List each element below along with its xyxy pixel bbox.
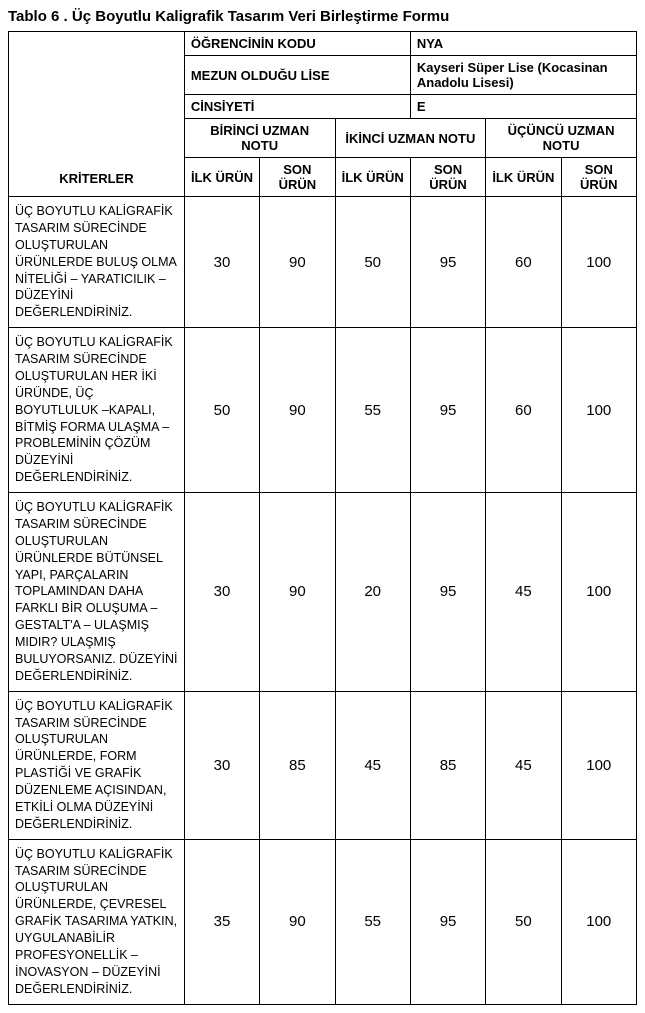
cell-value: 55 <box>335 328 410 493</box>
table-row: ÜÇ BOYUTLU KALİGRAFİK TASARIM SÜRECİNDE … <box>9 328 637 493</box>
expert2-header: İKİNCİ UZMAN NOTU <box>335 119 486 158</box>
cell-value: 90 <box>260 839 335 1004</box>
cell-value: 55 <box>335 839 410 1004</box>
cell-value: 90 <box>260 197 335 328</box>
cell-value: 100 <box>561 197 636 328</box>
cell-value: 90 <box>260 493 335 692</box>
student-code-label: ÖĞRENCİNİN KODU <box>184 32 410 56</box>
school-label: MEZUN OLDUĞU LİSE <box>184 56 410 95</box>
cell-value: 50 <box>335 197 410 328</box>
table-row: ÜÇ BOYUTLU KALİGRAFİK TASARIM SÜRECİNDE … <box>9 197 637 328</box>
criterion-text: ÜÇ BOYUTLU KALİGRAFİK TASARIM SÜRECİNDE … <box>9 197 185 328</box>
first-prod-header: İLK ÜRÜN <box>184 158 259 197</box>
cell-value: 35 <box>184 839 259 1004</box>
cell-value: 85 <box>410 691 485 839</box>
criterion-text: ÜÇ BOYUTLU KALİGRAFİK TASARIM SÜRECİNDE … <box>9 839 185 1004</box>
cell-value: 50 <box>486 839 561 1004</box>
cell-value: 100 <box>561 691 636 839</box>
student-code-value: NYA <box>410 32 636 56</box>
cell-value: 95 <box>410 839 485 1004</box>
gender-label: CİNSİYETİ <box>184 95 410 119</box>
cell-value: 30 <box>184 691 259 839</box>
criterion-text: ÜÇ BOYUTLU KALİGRAFİK TASARIM SÜRECİNDE … <box>9 328 185 493</box>
criteria-header: KRİTERLER <box>9 32 185 197</box>
criterion-text: ÜÇ BOYUTLU KALİGRAFİK TASARIM SÜRECİNDE … <box>9 691 185 839</box>
cell-value: 30 <box>184 197 259 328</box>
cell-value: 100 <box>561 328 636 493</box>
criterion-text: ÜÇ BOYUTLU KALİGRAFİK TASARIM SÜRECİNDE … <box>9 493 185 692</box>
table-row: ÜÇ BOYUTLU KALİGRAFİK TASARIM SÜRECİNDE … <box>9 691 637 839</box>
expert1-header: BİRİNCİ UZMAN NOTU <box>184 119 335 158</box>
cell-value: 20 <box>335 493 410 692</box>
table-title: Tablo 6 . Üç Boyutlu Kaligrafik Tasarım … <box>8 8 637 25</box>
cell-value: 95 <box>410 197 485 328</box>
cell-value: 95 <box>410 328 485 493</box>
cell-value: 85 <box>260 691 335 839</box>
table-row: ÜÇ BOYUTLU KALİGRAFİK TASARIM SÜRECİNDE … <box>9 839 637 1004</box>
last-prod-header: SON ÜRÜN <box>410 158 485 197</box>
last-prod-header: SON ÜRÜN <box>260 158 335 197</box>
cell-value: 60 <box>486 197 561 328</box>
cell-value: 95 <box>410 493 485 692</box>
school-value: Kayseri Süper Lise (Kocasinan Anadolu Li… <box>410 56 636 95</box>
data-table: KRİTERLER ÖĞRENCİNİN KODU NYA MEZUN OLDU… <box>8 31 637 1005</box>
gender-value: E <box>410 95 636 119</box>
first-prod-header: İLK ÜRÜN <box>335 158 410 197</box>
cell-value: 45 <box>486 493 561 692</box>
last-prod-header: SON ÜRÜN <box>561 158 636 197</box>
cell-value: 100 <box>561 839 636 1004</box>
expert3-header: ÜÇÜNCÜ UZMAN NOTU <box>486 119 637 158</box>
first-prod-header: İLK ÜRÜN <box>486 158 561 197</box>
cell-value: 45 <box>486 691 561 839</box>
cell-value: 60 <box>486 328 561 493</box>
cell-value: 100 <box>561 493 636 692</box>
cell-value: 50 <box>184 328 259 493</box>
table-row: ÜÇ BOYUTLU KALİGRAFİK TASARIM SÜRECİNDE … <box>9 493 637 692</box>
cell-value: 30 <box>184 493 259 692</box>
cell-value: 90 <box>260 328 335 493</box>
header-row-student-code: KRİTERLER ÖĞRENCİNİN KODU NYA <box>9 32 637 56</box>
cell-value: 45 <box>335 691 410 839</box>
